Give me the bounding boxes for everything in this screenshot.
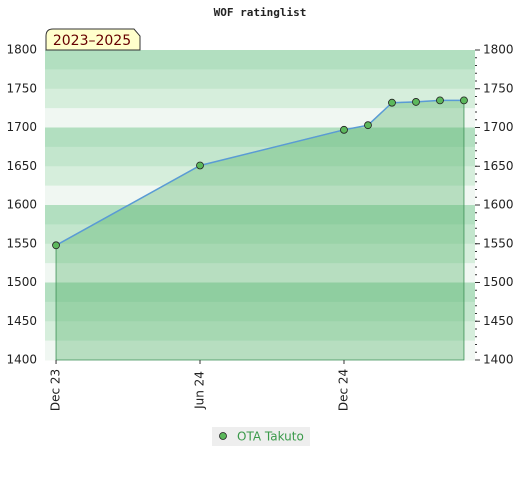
y2-tick-label: 1450 [483, 314, 514, 328]
point [436, 96, 444, 105]
stripe [45, 321, 475, 342]
point [412, 98, 420, 106]
stripe [45, 185, 475, 206]
stripe [45, 301, 475, 322]
stripe [45, 263, 475, 283]
x-tick-label: Dec 23 [49, 369, 63, 411]
y2-tick-label: 1400 [483, 353, 514, 367]
y-tick-label: 1400 [6, 353, 37, 367]
badge-text: 2023–2025 [53, 33, 131, 49]
y2-tick-label: 1650 [483, 159, 514, 173]
stripe [45, 69, 475, 90]
stripe [45, 88, 475, 109]
stripe [45, 205, 475, 225]
y-tick-label: 1600 [6, 198, 37, 212]
y2-tick-label: 1800 [483, 43, 514, 57]
y-tick-label: 1500 [6, 275, 37, 289]
series-line [55, 99, 464, 246]
y-tick-label: 1450 [6, 314, 37, 328]
y2-tick-label: 1500 [483, 275, 514, 289]
legend-marker [219, 432, 227, 440]
stripe [45, 127, 475, 148]
point [388, 98, 396, 107]
y2-tick-label: 1750 [483, 81, 514, 95]
stripe [45, 340, 475, 361]
point [340, 125, 348, 134]
stripe [45, 224, 475, 245]
y-tick-label: 1650 [6, 159, 37, 173]
point [460, 96, 468, 105]
stripe [45, 282, 475, 303]
point [364, 121, 372, 130]
stripe [45, 166, 475, 187]
badge [45, 28, 141, 51]
y-tick-label: 1800 [6, 43, 37, 57]
point [52, 241, 60, 250]
legend-label: OTA Takuto [237, 430, 304, 444]
legend [212, 427, 310, 446]
stripe [45, 243, 475, 264]
y2-tick-label: 1550 [483, 236, 514, 250]
plot-area [45, 50, 475, 361]
y2-tick-label: 1600 [483, 198, 514, 212]
x-tick-label: Jun 24 [193, 371, 207, 410]
x-tick-label: Dec 24 [336, 369, 350, 411]
chart-title: WOF ratinglist [214, 6, 307, 19]
y-tick-label: 1550 [6, 236, 37, 250]
point [196, 161, 204, 170]
y2-tick-label: 1700 [483, 120, 514, 134]
stripe [45, 50, 475, 70]
y-tick-label: 1700 [6, 120, 37, 134]
y-tick-label: 1750 [6, 81, 37, 95]
stripe [45, 146, 475, 167]
